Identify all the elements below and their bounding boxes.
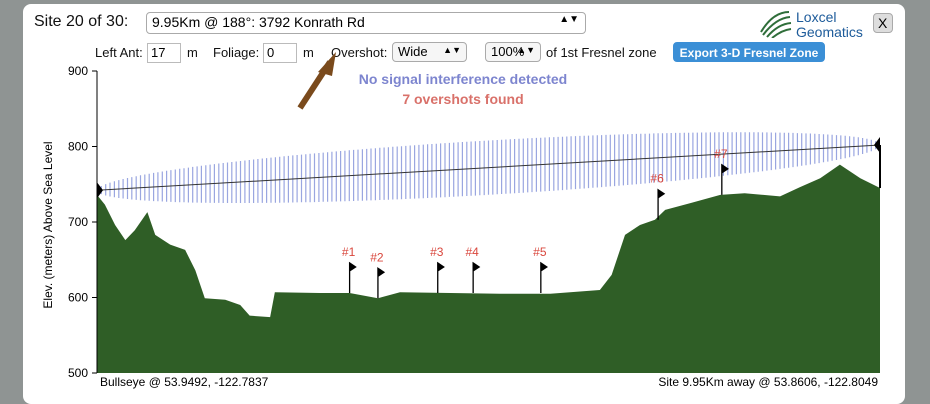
page: Site 20 of 30: 9.95Km @ 188°: 3792 Konra…: [23, 4, 905, 404]
overshot-flag: [657, 188, 666, 220]
overshot-label: #2: [370, 250, 384, 264]
overshot-select[interactable]: Wide ▲▼: [392, 42, 467, 62]
unit: m: [303, 45, 314, 60]
left-ant-label: Left Ant:: [95, 45, 143, 60]
logo-text: Loxcel: [796, 9, 837, 25]
footer: Site 9.95Km away @ 53.8606, -122.8049: [658, 375, 878, 389]
overshot-label: Overshot:: [331, 45, 388, 60]
antenna: [874, 136, 880, 153]
antenna: [97, 182, 103, 199]
site-label: Site 20 of 30:: [34, 13, 129, 30]
footer: Bullseye @ 53.9492, -122.7837: [100, 375, 269, 389]
y-tick-label: 700: [68, 215, 88, 229]
overshot-label: #5: [533, 245, 547, 259]
overshot-label: #1: [342, 245, 356, 259]
chart: No signal interference detected 7 oversh…: [41, 52, 881, 389]
overshot-label: #4: [465, 245, 479, 259]
y-axis-label: Elev. (meters) Above Sea Level: [41, 141, 55, 308]
overshot-flag: [721, 163, 729, 195]
foliage-input[interactable]: 0: [263, 43, 297, 63]
terrain: [97, 164, 880, 373]
logo-text: Geomatics: [796, 24, 863, 40]
export-button[interactable]: Export 3-D Fresnel Zone: [673, 42, 825, 62]
overshot-label: #3: [430, 245, 444, 259]
site-select[interactable]: 9.95Km @ 188°: 3792 Konrath Rd ▲▼: [146, 12, 586, 34]
overshot-flag: [540, 261, 549, 293]
line-of-sight: [96, 144, 881, 191]
unit: m: [187, 45, 198, 60]
fresnel-label: of 1st Fresnel zone: [546, 45, 657, 60]
fresnel-select[interactable]: 100% ▲▼: [485, 42, 541, 62]
logo-icon: [760, 11, 792, 38]
foliage-label: Foliage:: [213, 45, 260, 60]
y-tick-label: 900: [68, 64, 88, 78]
y-tick-label: 800: [68, 140, 88, 154]
overshot-flag: [437, 261, 445, 293]
message: 7 overshots found: [402, 91, 523, 107]
close-button[interactable]: X: [873, 13, 893, 33]
y-tick-label: 500: [68, 366, 88, 380]
site-select-text: 9.95Km @ 188°: 3792 Konrath Rd: [152, 14, 365, 30]
arrow-head: [318, 52, 336, 76]
message: No signal interference detected: [359, 71, 568, 87]
overshot-value: Wide: [398, 44, 428, 59]
left-ant-input[interactable]: 17: [147, 43, 181, 63]
y-tick-label: 600: [68, 291, 88, 305]
overshot-flag: [472, 261, 481, 293]
overshot-flag: [348, 261, 357, 293]
overshot-flag: [377, 267, 386, 299]
fresnel-value: 100%: [491, 44, 525, 59]
overshot-label: #6: [650, 172, 664, 186]
overshot-label: #7: [714, 147, 728, 161]
